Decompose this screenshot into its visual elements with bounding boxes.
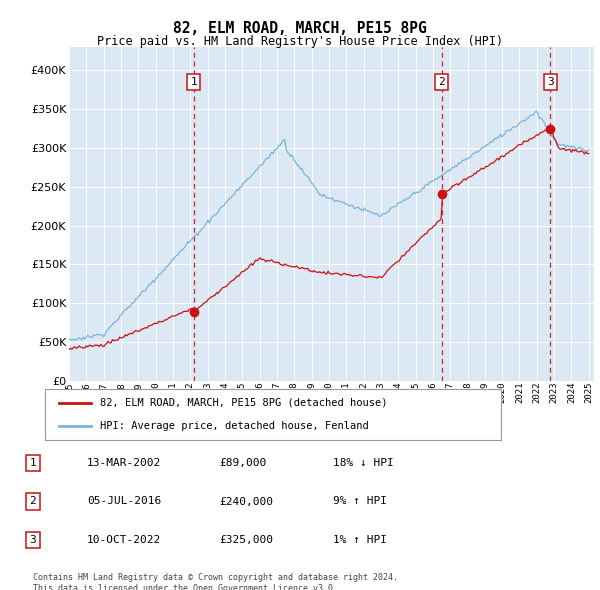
Text: Contains HM Land Registry data © Crown copyright and database right 2024.
This d: Contains HM Land Registry data © Crown c… <box>33 573 398 590</box>
Text: £240,000: £240,000 <box>219 497 273 506</box>
Text: 3: 3 <box>29 535 37 545</box>
Text: 1: 1 <box>190 77 197 87</box>
Text: 82, ELM ROAD, MARCH, PE15 8PG: 82, ELM ROAD, MARCH, PE15 8PG <box>173 21 427 35</box>
Text: HPI: Average price, detached house, Fenland: HPI: Average price, detached house, Fenl… <box>100 421 368 431</box>
Text: 1% ↑ HPI: 1% ↑ HPI <box>333 535 387 545</box>
Text: 13-MAR-2002: 13-MAR-2002 <box>87 458 161 468</box>
Text: 2: 2 <box>438 77 445 87</box>
Text: Price paid vs. HM Land Registry's House Price Index (HPI): Price paid vs. HM Land Registry's House … <box>97 35 503 48</box>
Text: 10-OCT-2022: 10-OCT-2022 <box>87 535 161 545</box>
Text: £89,000: £89,000 <box>219 458 266 468</box>
Text: 3: 3 <box>547 77 554 87</box>
Text: 1: 1 <box>29 458 37 468</box>
Text: £325,000: £325,000 <box>219 535 273 545</box>
Text: 05-JUL-2016: 05-JUL-2016 <box>87 497 161 506</box>
Text: 2: 2 <box>29 497 37 506</box>
Text: 9% ↑ HPI: 9% ↑ HPI <box>333 497 387 506</box>
Text: 18% ↓ HPI: 18% ↓ HPI <box>333 458 394 468</box>
Text: 82, ELM ROAD, MARCH, PE15 8PG (detached house): 82, ELM ROAD, MARCH, PE15 8PG (detached … <box>100 398 387 408</box>
